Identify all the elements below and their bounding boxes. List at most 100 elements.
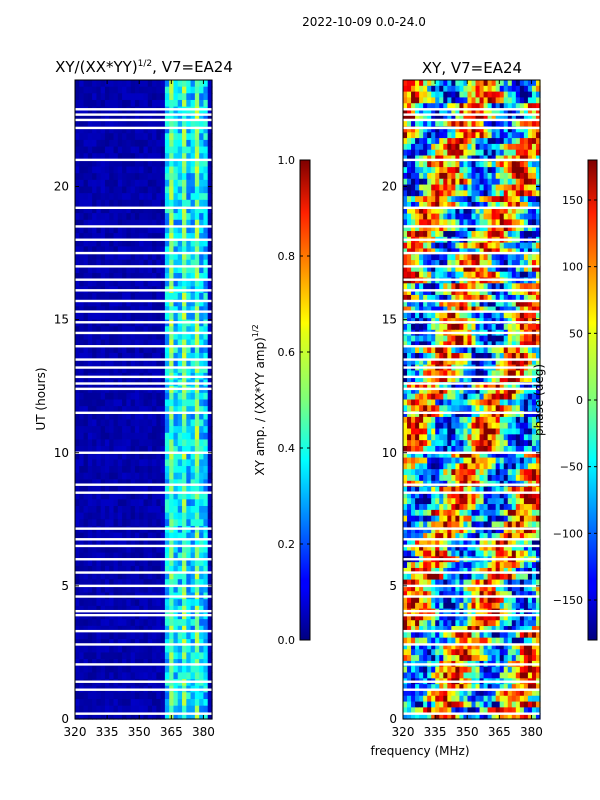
amplitude-cell <box>134 579 140 587</box>
phase-cell <box>411 323 416 331</box>
amplitude-cell <box>169 572 175 580</box>
amplitude-cell <box>79 439 85 447</box>
phase-cell <box>479 120 485 128</box>
amplitude-cell <box>186 692 192 700</box>
amplitude-cell <box>87 139 93 148</box>
amplitude-cell <box>156 233 162 241</box>
amplitude-cell <box>117 605 123 614</box>
phase-cell <box>467 184 473 191</box>
phase-cell <box>439 196 444 203</box>
phase-cell <box>415 85 420 93</box>
amplitude-cell <box>75 366 80 374</box>
amplitude-cell <box>164 339 170 347</box>
phase-cell <box>419 254 424 261</box>
phase-cell <box>491 80 497 87</box>
phase-cell <box>487 341 493 348</box>
amplitude-cell <box>182 466 187 474</box>
phase-cell <box>487 260 493 267</box>
phase-cell <box>487 248 493 255</box>
amplitude-cell <box>143 399 149 407</box>
amplitude-cell <box>207 139 213 148</box>
phase-cell <box>467 80 473 87</box>
amplitude-cell <box>199 399 205 407</box>
amplitude-cell <box>79 359 85 367</box>
amplitude-cell <box>160 645 166 654</box>
amplitude-heatmap <box>75 80 213 720</box>
amplitude-cell <box>186 645 192 654</box>
amplitude-cell <box>173 705 179 713</box>
phase-cell <box>415 294 420 302</box>
phase-cell <box>447 347 452 354</box>
amplitude-cell <box>203 479 209 487</box>
amplitude-cell <box>104 312 110 321</box>
amplitude-cell <box>104 692 110 700</box>
phase-cell <box>495 103 501 110</box>
phase-cell <box>435 167 440 174</box>
amplitude-cell <box>199 146 205 154</box>
phase-cell <box>523 242 529 250</box>
amplitude-cell <box>104 645 110 654</box>
phase-cell <box>431 353 436 360</box>
phase-cell <box>463 167 469 174</box>
amplitude-cell <box>117 399 123 407</box>
amplitude-cell <box>79 572 85 580</box>
amplitude-cell <box>182 605 187 614</box>
amplitude-cell <box>134 93 140 101</box>
amplitude-cell <box>79 552 85 560</box>
amplitude-cell <box>96 712 102 720</box>
flagged-row <box>75 558 212 561</box>
amplitude-cell <box>75 419 80 427</box>
amplitude-cell <box>186 399 192 407</box>
phase-cell <box>519 312 525 319</box>
phase-cell <box>535 265 541 273</box>
amplitude-cell <box>134 545 140 554</box>
amplitude-cell <box>87 312 93 321</box>
amplitude-cell <box>147 239 153 248</box>
phase-cell <box>487 132 493 139</box>
amplitude-cell <box>113 259 119 267</box>
amplitude-cell <box>203 199 209 208</box>
amplitude-cell <box>134 479 140 487</box>
phase-cell <box>471 143 477 151</box>
phase-cell <box>531 289 537 296</box>
amplitude-cell <box>173 299 179 307</box>
amplitude-cell <box>182 199 187 208</box>
amplitude-cell <box>87 293 93 301</box>
phase-cell <box>459 242 465 250</box>
amplitude-cell <box>117 632 123 640</box>
phase-cell <box>451 85 456 93</box>
amplitude-cell <box>87 539 93 547</box>
amplitude-cell <box>156 219 162 228</box>
amplitude-cell <box>194 552 200 560</box>
amplitude-cell <box>96 133 102 141</box>
amplitude-cell <box>182 585 187 594</box>
phase-cell <box>475 161 481 168</box>
amplitude-cell <box>186 246 192 254</box>
amplitude-cell <box>199 665 205 674</box>
y-tick-label: 10 <box>54 446 69 460</box>
amplitude-cell <box>117 446 123 454</box>
phase-cell <box>507 300 513 308</box>
amplitude-cell <box>75 692 80 700</box>
amplitude-cell <box>122 625 127 634</box>
phase-cell <box>407 370 412 377</box>
phase-cell <box>455 213 461 221</box>
phase-cell <box>475 341 481 348</box>
amplitude-cell <box>130 619 136 627</box>
phase-cell <box>403 213 408 221</box>
amplitude-cell <box>182 659 187 667</box>
amplitude-cell <box>186 486 192 494</box>
amplitude-cell <box>139 572 145 580</box>
phase-cell <box>459 225 465 232</box>
amplitude-cell <box>92 93 98 101</box>
phase-cell <box>443 347 448 354</box>
phase-cell <box>435 178 440 186</box>
phase-cell <box>467 254 473 261</box>
amplitude-cell <box>207 446 213 454</box>
amplitude-cell <box>169 146 175 154</box>
amplitude-cell <box>186 206 192 214</box>
flagged-row <box>75 206 212 209</box>
amplitude-cell <box>117 712 123 720</box>
phase-cell <box>463 382 469 389</box>
phase-cell <box>443 265 448 273</box>
